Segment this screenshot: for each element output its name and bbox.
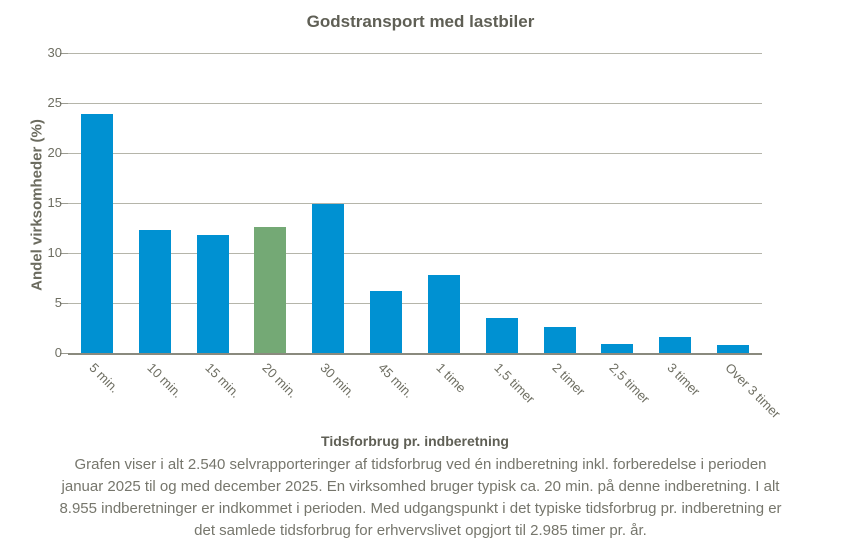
x-tick-label: 15 min. — [201, 360, 243, 401]
y-axis-tick — [60, 352, 68, 354]
y-tick-label: 0 — [54, 345, 62, 360]
y-tick-label: 25 — [47, 95, 62, 110]
caption-line-4: det samlede tidsforbrug for erhvervslive… — [194, 522, 647, 539]
y-tick-label: 20 — [47, 145, 62, 160]
chart-title: Godstransport med lastbiler — [306, 12, 535, 31]
plot-area: 0 5 10 15 20 25 30 5 min. 10 min. 15 min. 20 min. 3… — [48, 45, 784, 421]
bar-20-min — [254, 227, 287, 353]
x-tick-label: 2,5 timer — [606, 360, 654, 407]
bar-1-5-timer — [485, 318, 518, 353]
x-tick-label: 30 min. — [317, 360, 359, 401]
x-tick-label: 1,5 timer — [491, 360, 538, 407]
gridline — [68, 202, 762, 204]
y-axis-tick — [60, 102, 68, 104]
bar-45-min — [370, 291, 403, 353]
x-tick-label: 3 timer — [664, 360, 704, 399]
x-axis-title: Tidsforbrug pr. indberetning — [321, 433, 509, 449]
y-axis-tick — [60, 52, 68, 54]
gridline — [68, 252, 762, 254]
caption-line-2: januar 2025 til og med december 2025. En… — [61, 478, 780, 495]
gridline — [68, 302, 762, 304]
gridline — [68, 102, 762, 104]
caption-line-1: Grafen viser i alt 2.540 selvrapporterin… — [74, 456, 767, 473]
y-tick-label: 15 — [47, 195, 62, 210]
x-tick-label: 1 time — [433, 360, 469, 396]
bar-15-min — [196, 235, 229, 353]
y-tick-label: 5 — [54, 295, 62, 310]
bar-2-5-timer — [601, 344, 634, 353]
x-tick-label: 20 min. — [259, 360, 301, 401]
y-axis-tick — [60, 152, 68, 154]
y-axis-tick — [60, 302, 68, 304]
y-tick-label: 10 — [47, 245, 62, 260]
bar-5-min — [80, 114, 113, 353]
y-axis-tick — [60, 202, 68, 204]
chart-caption: Grafen viser i alt 2.540 selvrapporterin… — [0, 454, 841, 542]
bar-10-min — [138, 230, 171, 353]
bar-2-timer — [543, 327, 576, 353]
x-tick-label: 2 timer — [548, 360, 588, 399]
bar-30-min — [312, 204, 345, 353]
x-tick-label: Over 3 timer — [722, 360, 784, 422]
y-tick-label: 30 — [47, 45, 62, 60]
x-tick-label: 45 min. — [375, 360, 417, 401]
bar-1-time — [427, 275, 460, 353]
caption-line-3: 8.955 indberetninger er indkommet i peri… — [59, 500, 782, 517]
bar-3-timer — [659, 337, 692, 353]
gridline — [68, 152, 762, 154]
x-tick-label: 5 min. — [86, 360, 122, 396]
x-axis-line — [68, 352, 762, 355]
y-axis-tick — [60, 252, 68, 254]
x-tick-label: 10 min. — [144, 360, 185, 401]
bar-over-3-timer — [717, 345, 750, 353]
gridline — [68, 52, 762, 54]
